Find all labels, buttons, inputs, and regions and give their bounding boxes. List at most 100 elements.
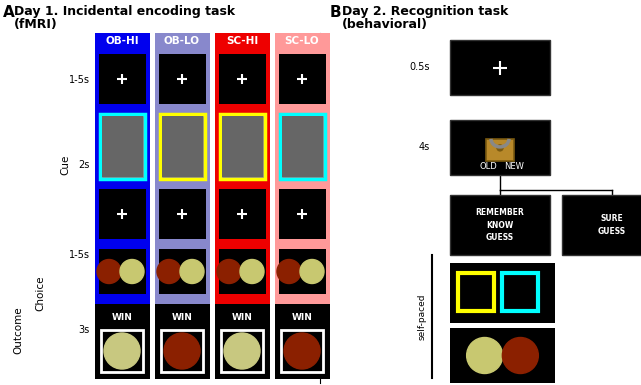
Bar: [275, 184, 330, 244]
Bar: [215, 49, 270, 109]
Text: WIN: WIN: [112, 313, 133, 321]
Bar: [215, 184, 270, 189]
Bar: [155, 184, 210, 244]
Text: REMEMBER
KNOW
GUESS: REMEMBER KNOW GUESS: [476, 208, 524, 242]
Text: NEW: NEW: [504, 162, 524, 171]
Text: 4s: 4s: [419, 142, 430, 152]
Text: 2s: 2s: [79, 160, 90, 170]
Text: (behavioral): (behavioral): [342, 18, 428, 31]
Bar: [146, 49, 150, 109]
Bar: [275, 244, 330, 249]
Bar: [221, 330, 263, 372]
Bar: [161, 330, 203, 372]
Bar: [146, 184, 150, 244]
Bar: [160, 114, 205, 179]
Bar: [215, 244, 270, 249]
Bar: [215, 49, 219, 109]
Bar: [95, 49, 150, 54]
Bar: [280, 114, 325, 179]
Bar: [146, 244, 150, 299]
Bar: [326, 184, 330, 244]
Bar: [275, 109, 330, 184]
Circle shape: [97, 259, 121, 283]
Text: Outcome: Outcome: [13, 306, 23, 354]
Bar: [95, 299, 150, 379]
Bar: [281, 330, 323, 372]
Bar: [95, 33, 150, 49]
Bar: [95, 49, 99, 109]
Text: self-paced: self-paced: [417, 293, 426, 340]
Bar: [155, 104, 210, 109]
Bar: [275, 299, 330, 304]
Circle shape: [164, 333, 200, 369]
Circle shape: [503, 338, 538, 373]
Text: WIN: WIN: [231, 313, 253, 321]
Bar: [155, 294, 210, 299]
Bar: [450, 40, 550, 95]
Bar: [282, 116, 323, 177]
Bar: [102, 116, 143, 177]
Bar: [275, 299, 330, 379]
Bar: [275, 49, 330, 109]
Bar: [95, 104, 150, 109]
Bar: [215, 244, 270, 299]
Bar: [326, 49, 330, 109]
Text: 0.5s: 0.5s: [410, 62, 430, 72]
Bar: [95, 239, 150, 244]
Bar: [155, 244, 159, 299]
Bar: [95, 244, 99, 299]
Bar: [155, 49, 159, 109]
Bar: [215, 299, 270, 304]
Text: SURE
GUESS: SURE GUESS: [598, 214, 626, 236]
Bar: [458, 273, 494, 311]
Bar: [95, 184, 150, 244]
Bar: [206, 244, 210, 299]
Bar: [275, 244, 330, 299]
Bar: [95, 299, 150, 304]
Bar: [155, 239, 210, 244]
Circle shape: [497, 145, 503, 151]
Circle shape: [120, 259, 144, 283]
Bar: [266, 244, 270, 299]
Text: SC-HI: SC-HI: [226, 36, 258, 46]
Bar: [95, 184, 150, 189]
Text: OB-LO: OB-LO: [164, 36, 200, 46]
Bar: [215, 184, 270, 244]
Text: 1-5s: 1-5s: [69, 250, 90, 260]
Circle shape: [217, 259, 241, 283]
Bar: [215, 104, 270, 109]
Bar: [206, 49, 210, 109]
Text: A: A: [3, 5, 15, 20]
Bar: [220, 114, 265, 179]
Bar: [155, 299, 210, 379]
Bar: [95, 244, 150, 299]
Bar: [275, 49, 330, 54]
Bar: [155, 244, 210, 299]
Text: 1-5s: 1-5s: [69, 75, 90, 85]
Circle shape: [240, 259, 264, 283]
Bar: [100, 114, 145, 179]
Bar: [215, 33, 270, 49]
Circle shape: [300, 259, 324, 283]
Bar: [275, 184, 330, 189]
Bar: [95, 109, 150, 184]
Bar: [266, 49, 270, 109]
Text: Cue: Cue: [60, 155, 70, 175]
Bar: [450, 263, 555, 323]
Circle shape: [224, 333, 260, 369]
Circle shape: [157, 259, 181, 283]
Bar: [266, 184, 270, 244]
Bar: [275, 294, 330, 299]
Text: WIN: WIN: [172, 313, 192, 321]
Bar: [215, 244, 219, 299]
Circle shape: [284, 333, 320, 369]
Bar: [326, 244, 330, 299]
Bar: [155, 184, 159, 244]
Circle shape: [104, 333, 140, 369]
Circle shape: [467, 338, 503, 373]
Text: B: B: [330, 5, 342, 20]
Bar: [275, 244, 279, 299]
Bar: [450, 328, 555, 383]
Bar: [215, 109, 270, 184]
Bar: [450, 195, 550, 255]
